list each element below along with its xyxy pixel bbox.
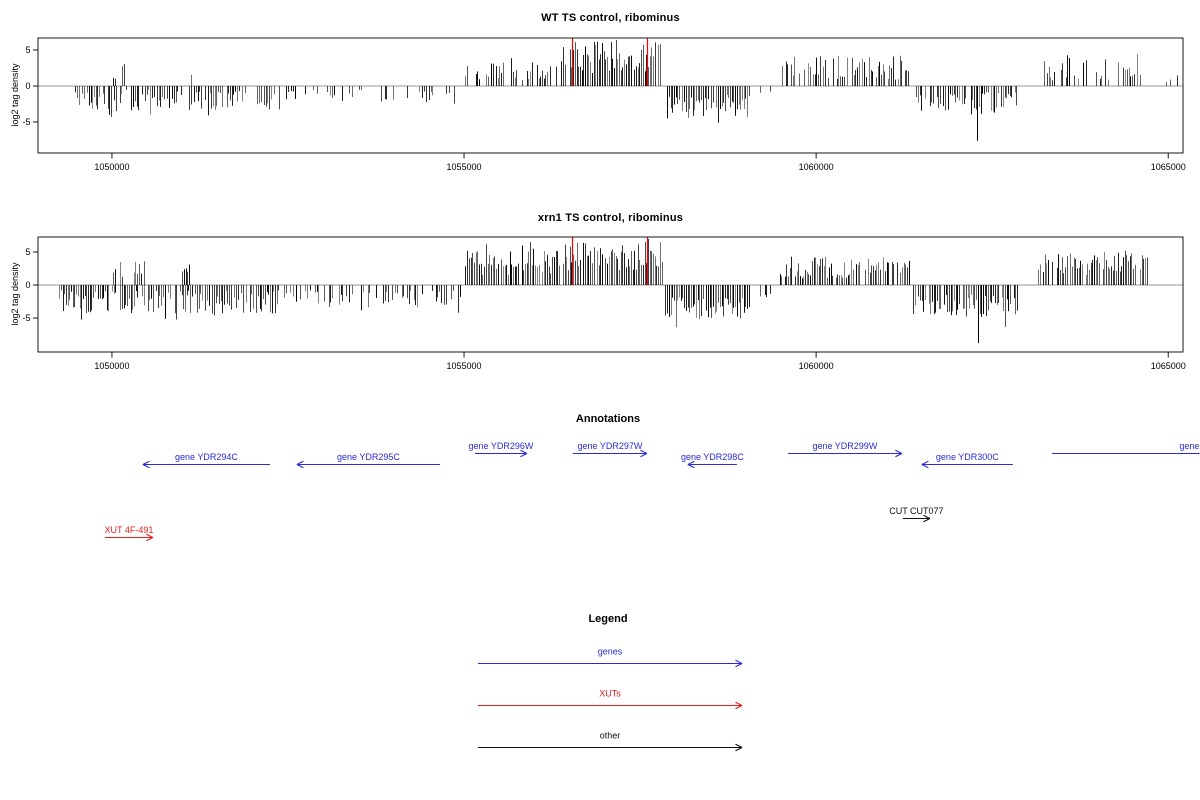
gene-label: gene YDR299W bbox=[812, 441, 877, 451]
legend-item-label: other bbox=[600, 731, 621, 741]
x-tick-label: 1050000 bbox=[94, 361, 129, 371]
xut-label: XUT 4F-491 bbox=[105, 525, 154, 535]
x-tick-label: 1050000 bbox=[94, 162, 129, 172]
plot-box bbox=[37, 37, 1184, 154]
arrowhead-icon bbox=[923, 518, 931, 523]
arrowhead-icon bbox=[146, 533, 154, 538]
arrowhead-icon bbox=[923, 514, 931, 519]
y-tick-label: 0 bbox=[25, 81, 30, 91]
cut-label: CUT CUT077 bbox=[889, 506, 943, 516]
panel-xrn1-ylabel: log2 tag density bbox=[10, 262, 20, 326]
arrowhead-icon bbox=[735, 705, 743, 710]
y-tick-label: -5 bbox=[22, 313, 30, 323]
y-tick-label: 5 bbox=[25, 45, 30, 55]
x-tick-label: 1065000 bbox=[1151, 361, 1186, 371]
arrowhead-icon bbox=[921, 464, 929, 469]
gene-label: gene YDR300C bbox=[936, 452, 999, 462]
arrowhead-icon bbox=[142, 460, 150, 465]
panel-wt-title: WT TS control, ribominus bbox=[541, 12, 680, 24]
plot-box bbox=[37, 236, 1184, 353]
arrowhead-icon bbox=[735, 659, 743, 664]
panel-xrn1: 1050000 1055000 1060000 1065000 5 0 -5 bbox=[22, 236, 1186, 371]
arrowhead-icon bbox=[895, 449, 903, 454]
x-tick-label: 1055000 bbox=[447, 361, 482, 371]
arrowhead-icon bbox=[520, 449, 528, 454]
arrowhead-icon bbox=[640, 453, 648, 458]
panel-xrn1-title: xrn1 TS control, ribominus bbox=[537, 212, 684, 224]
x-tick-label: 1065000 bbox=[1151, 162, 1186, 172]
gene-label: gene YDR295C bbox=[337, 452, 400, 462]
legend-item-label: genes bbox=[598, 647, 623, 657]
gene-label: gene YDR294C bbox=[175, 452, 238, 462]
x-tick-label: 1060000 bbox=[799, 162, 834, 172]
arrowhead-icon bbox=[895, 453, 903, 458]
arrowhead-icon bbox=[142, 464, 150, 469]
y-tick-label: 0 bbox=[25, 280, 30, 290]
legend-box: genes XUTs other bbox=[478, 647, 743, 752]
arrowhead-icon bbox=[687, 464, 695, 469]
arrowhead-icon bbox=[640, 449, 648, 454]
annotations-track: gene YDR294C gene YDR295C gene YDR296W gene… bbox=[105, 441, 1200, 542]
x-tick-label: 1055000 bbox=[447, 162, 482, 172]
legend-title: Legend bbox=[588, 613, 628, 625]
arrowhead-icon bbox=[296, 460, 304, 465]
y-tick-label: -5 bbox=[22, 117, 30, 127]
arrowhead-icon bbox=[687, 460, 695, 465]
gene-label: gene YDR296W bbox=[468, 441, 533, 451]
arrowhead-icon bbox=[520, 453, 528, 458]
panel-wt-ylabel: log2 tag density bbox=[10, 63, 20, 127]
gene-label: gene YDR297W bbox=[577, 441, 642, 451]
gene-label: gene bbox=[1179, 441, 1199, 451]
gene-label: gene YDR298C bbox=[681, 452, 744, 462]
legend-item-label: XUTs bbox=[599, 689, 621, 699]
arrowhead-icon bbox=[735, 743, 743, 748]
panel-wt: 1050000 1055000 1060000 1065000 5 0 -5 bbox=[22, 37, 1186, 172]
arrowhead-icon bbox=[735, 663, 743, 668]
annotations-title: Annotations bbox=[575, 413, 641, 425]
arrowhead-icon bbox=[296, 464, 304, 469]
arrowhead-icon bbox=[146, 537, 154, 542]
arrowhead-icon bbox=[921, 460, 929, 465]
arrowhead-icon bbox=[735, 701, 743, 706]
arrowhead-icon bbox=[735, 747, 743, 752]
y-tick-label: 5 bbox=[25, 247, 30, 257]
x-tick-label: 1060000 bbox=[799, 361, 834, 371]
